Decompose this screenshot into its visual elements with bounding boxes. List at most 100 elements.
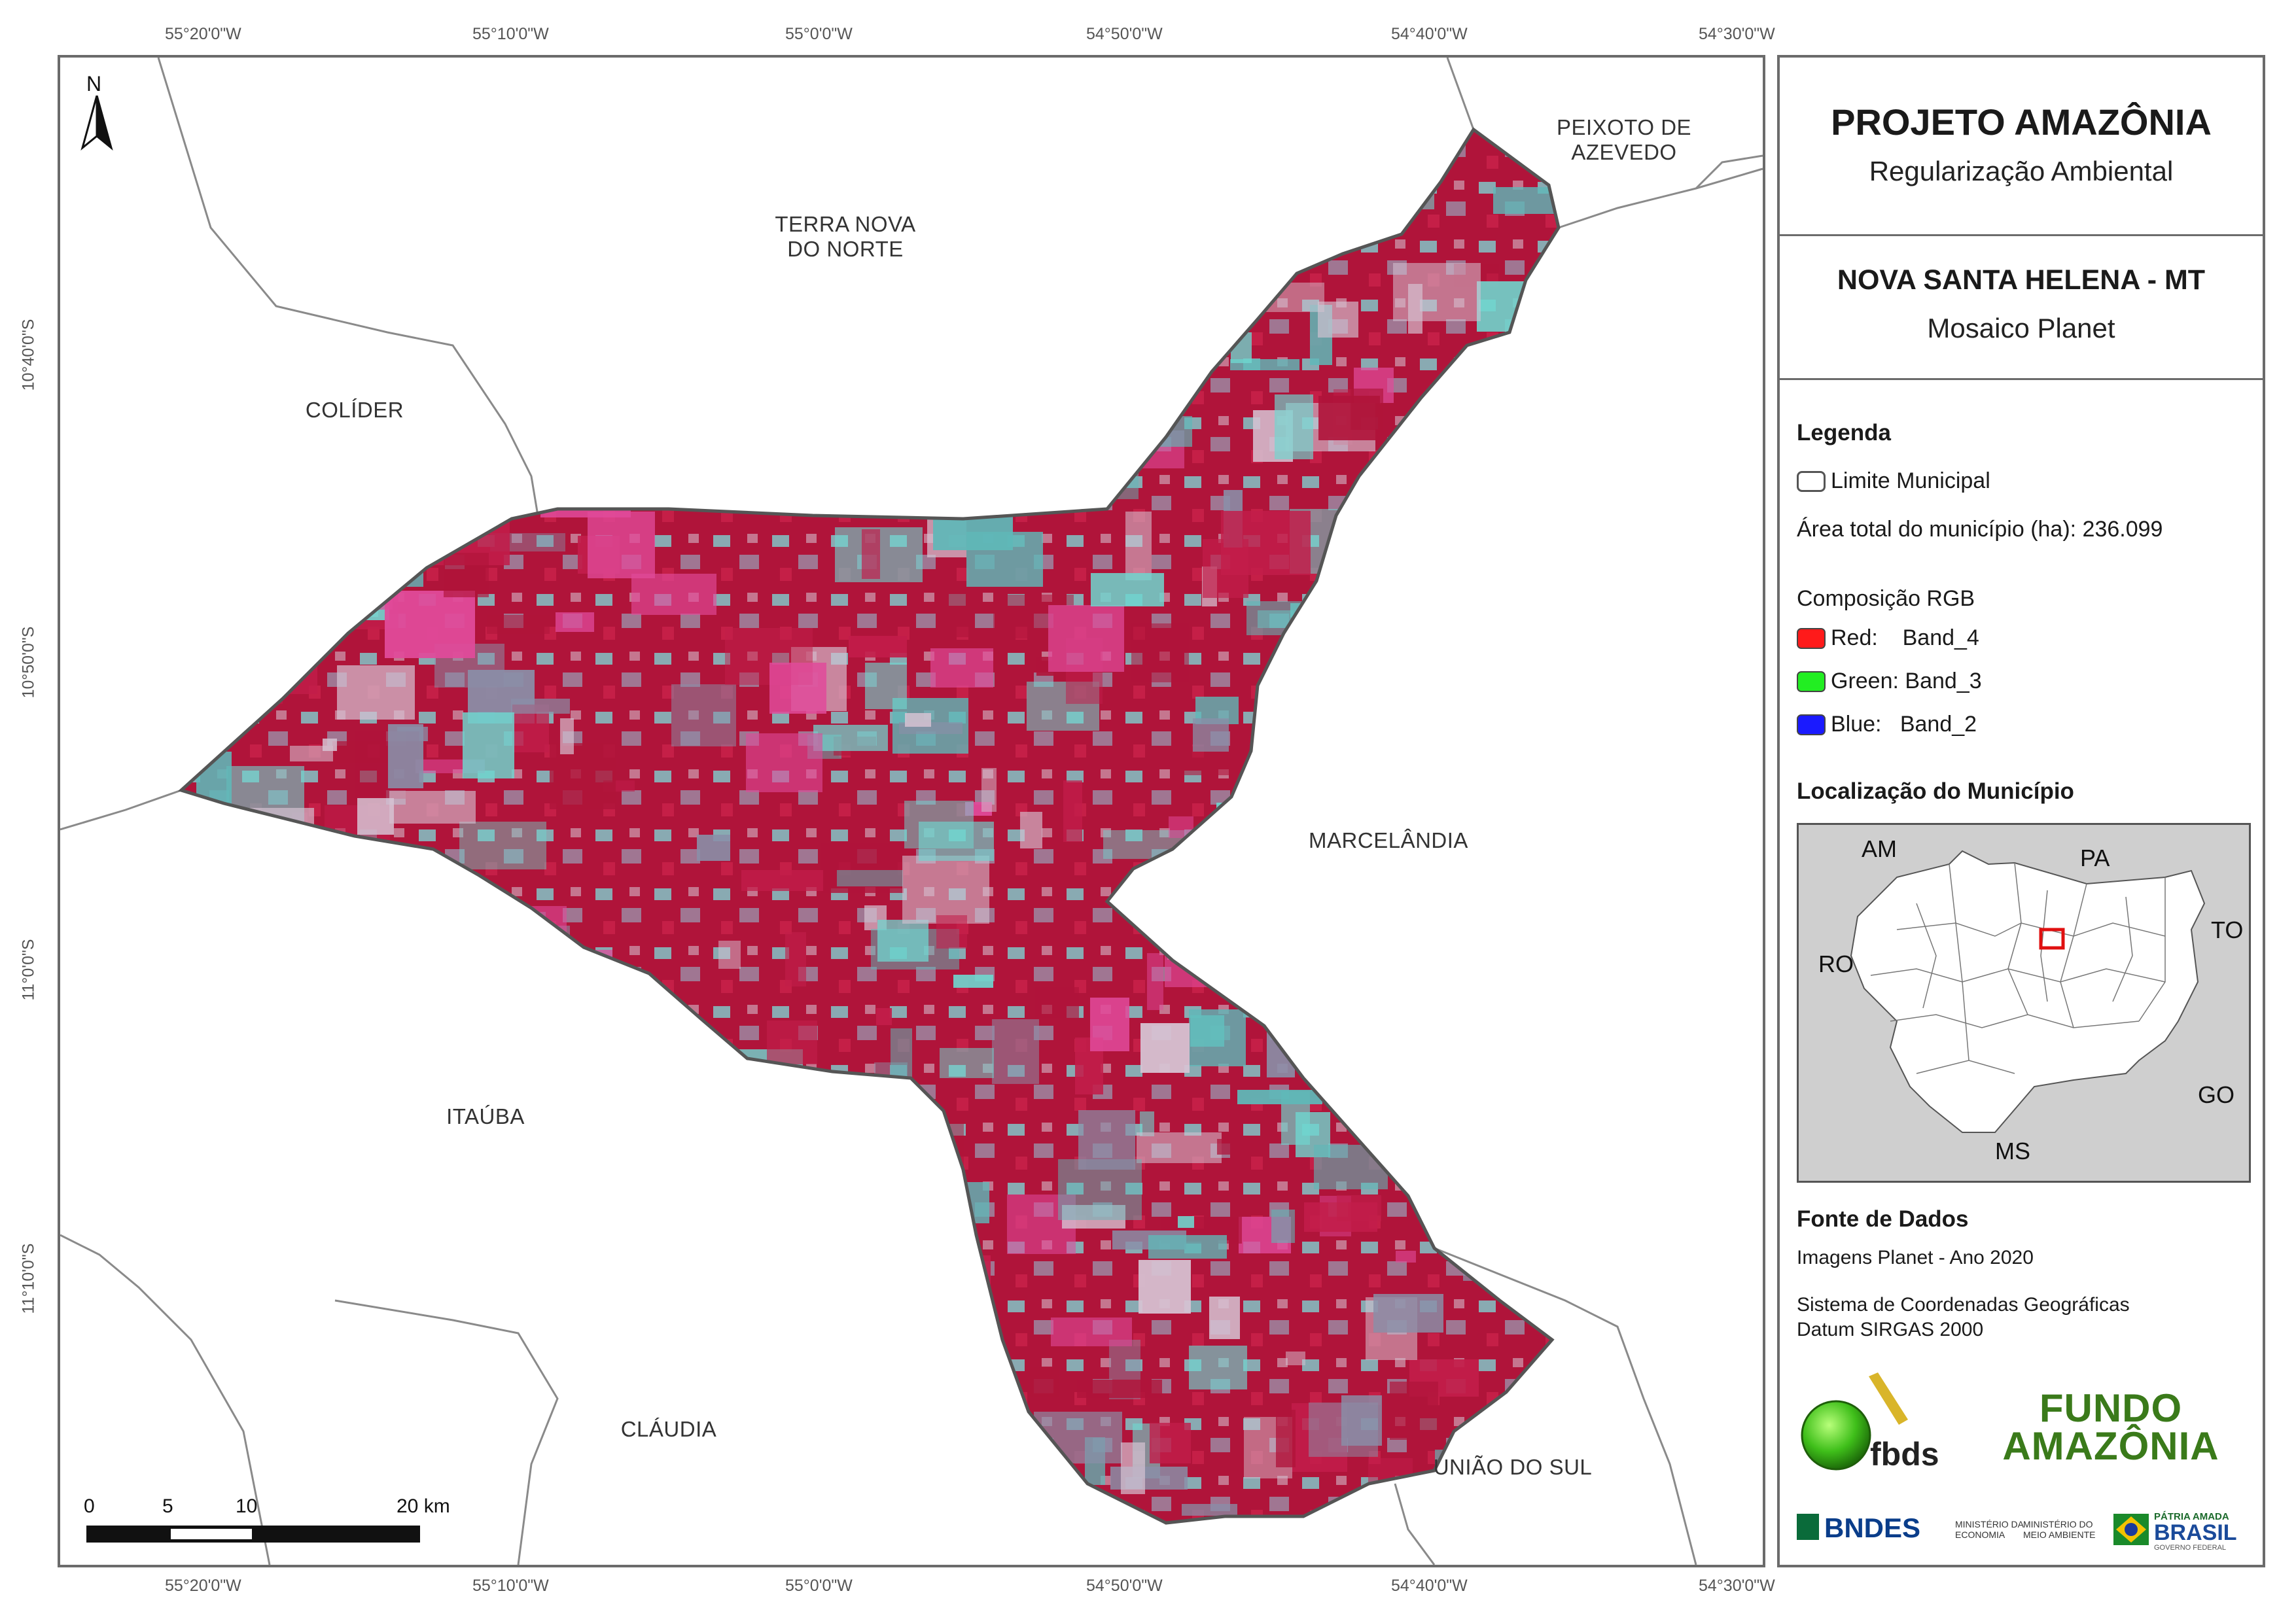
brazil-flag-icon	[2113, 1514, 2149, 1545]
map-type: Mosaico Planet	[1927, 313, 2115, 343]
lon-bottom-1: 55°10'0"W	[472, 1577, 549, 1595]
imagery-patch	[648, 264, 715, 285]
imagery-patch	[890, 323, 962, 344]
imagery-patch	[321, 578, 342, 612]
imagery-patch	[729, 1346, 799, 1399]
imagery-patch	[612, 198, 679, 220]
imagery-patch	[1248, 210, 1293, 237]
imagery-patch	[508, 351, 533, 371]
lon-top-5: 54°30'0"W	[1699, 25, 1775, 43]
imagery-patch	[310, 205, 387, 230]
imagery-patch	[276, 146, 331, 205]
map-frame[interactable]: COLÍDER TERRA NOVA DO NORTE PEIXOTO DE A…	[58, 55, 1765, 1567]
imagery-patch	[819, 440, 850, 475]
imagery-patch	[1558, 233, 1559, 247]
imagery-patch	[393, 924, 424, 954]
imagery-patch	[1021, 388, 1077, 404]
imagery-patch	[932, 1422, 995, 1476]
imagery-patch	[187, 352, 231, 415]
imagery-patch	[1549, 1240, 1559, 1264]
imagery-patch	[1104, 224, 1157, 249]
imagery-patch	[352, 1056, 384, 1102]
imagery-patch	[728, 270, 743, 334]
sources-imagery: Imagens Planet - Ano 2020	[1797, 1247, 2034, 1268]
imagery-patch	[550, 743, 616, 809]
imagery-patch	[184, 218, 204, 285]
location-inset-svg	[1850, 850, 2206, 1133]
place-label-uniao-do-sul: UNIÃO DO SUL	[1433, 1455, 1593, 1479]
municipality-title: NOVA SANTA HELENA - MT	[1837, 264, 2206, 296]
imagery-patch	[331, 553, 378, 617]
imagery-patch	[399, 1191, 477, 1214]
imagery-patch	[1323, 596, 1380, 606]
imagery-patch	[1328, 795, 1381, 831]
imagery-patch	[849, 636, 907, 657]
imagery-patch	[1519, 674, 1551, 711]
imagery-patch	[421, 1450, 503, 1478]
imagery-patch	[181, 559, 228, 592]
imagery-patch	[933, 506, 1013, 550]
imagery-patch	[1543, 973, 1559, 1003]
imagery-patch	[1496, 657, 1559, 667]
imagery-patch	[862, 1236, 908, 1273]
imagery-patch	[546, 130, 572, 139]
imagery-patch	[908, 1122, 964, 1183]
lat-2: 11°0'0"S	[19, 939, 38, 1001]
imagery-patch	[849, 1127, 925, 1138]
imagery-patch	[813, 725, 888, 751]
imagery-patch	[1314, 1145, 1388, 1189]
imagery-patch	[289, 221, 368, 234]
imagery-patch	[248, 871, 315, 930]
imagery-patch	[1332, 996, 1381, 1056]
imagery-patch	[181, 1225, 203, 1242]
imagery-patch	[404, 1391, 478, 1439]
imagery-patch	[660, 366, 720, 379]
imagery-patch	[243, 181, 296, 224]
scale-label-10: 10	[236, 1495, 258, 1517]
imagery-patch	[1275, 394, 1313, 459]
imagery-patch	[1054, 474, 1102, 495]
imagery-patch	[1549, 1179, 1559, 1209]
area-total: Área total do município (ha): 236.099	[1797, 517, 2163, 542]
imagery-patch	[1396, 1251, 1416, 1263]
imagery-patch	[920, 491, 972, 518]
imagery-patch	[1365, 470, 1398, 497]
imagery-patch	[576, 988, 631, 1027]
imagery-patch	[875, 1432, 935, 1470]
state-pa: PA	[2080, 845, 2110, 871]
imagery-patch	[364, 458, 417, 484]
imagery-patch	[769, 663, 826, 714]
imagery-patch	[930, 648, 993, 688]
imagery-patch	[1182, 1504, 1237, 1516]
imagery-patch	[351, 134, 423, 196]
imagery-patch	[429, 1359, 487, 1389]
imagery-patch	[215, 145, 234, 180]
imagery-patch	[1313, 196, 1379, 216]
imagery-patch	[504, 1132, 567, 1166]
imagery-patch	[1381, 160, 1397, 226]
imagery-patch	[294, 945, 333, 986]
fbds-logo: fbds	[1797, 1372, 1954, 1473]
imagery-patch	[198, 973, 222, 998]
imagery-patch	[753, 421, 816, 449]
imagery-patch	[272, 1353, 331, 1387]
imagery-patch	[403, 1236, 461, 1281]
imagery-patch	[605, 329, 622, 398]
ministerio-economia: MINISTÉRIO DA ECONOMIA	[1955, 1519, 2024, 1540]
imagery-patch	[532, 926, 570, 990]
imagery-patch	[332, 1138, 417, 1200]
imagery-patch	[1091, 573, 1164, 606]
imagery-patch	[1524, 449, 1559, 491]
governo-federal-text: GOVERNO FEDERAL	[2154, 1544, 2227, 1552]
imagery-patch	[683, 236, 729, 247]
imagery-patch	[193, 619, 284, 676]
north-arrow-icon	[80, 96, 113, 151]
imagery-patch	[1252, 283, 1324, 312]
imagery-patch	[671, 684, 736, 746]
imagery-patch	[1346, 189, 1383, 205]
imagery-patch	[1063, 780, 1082, 842]
imagery-patch	[435, 920, 512, 955]
imagery-patch	[655, 442, 726, 481]
imagery-patch	[1393, 263, 1481, 321]
imagery-patch	[759, 290, 794, 332]
